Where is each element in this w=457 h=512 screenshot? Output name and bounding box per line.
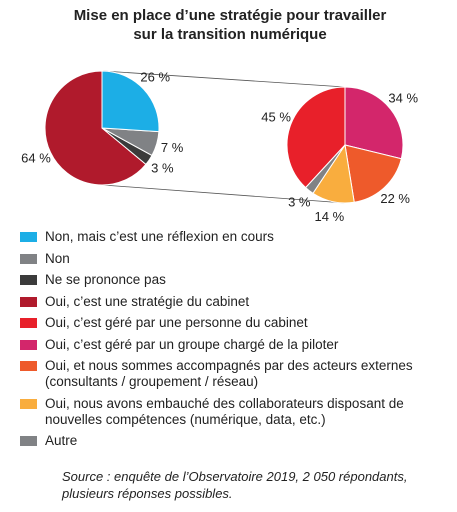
pie-slice [304,144,346,195]
legend-swatch [20,275,37,285]
legend-label: Non [45,250,70,266]
pie-slice [286,86,346,189]
chart: 64 % 3 % 7 % 26 % 45 % 34 % 22 % 14 % 3 % [21,69,418,224]
legend-label: Oui, et nous sommes accompagnés par des … [45,358,413,389]
legend-swatch [20,253,37,264]
value-label: 22 % [380,191,410,206]
legend-swatch [20,296,37,307]
legend-item: Oui, c’est géré par un groupe chargé de … [20,337,440,353]
legend-swatch [20,361,37,371]
value-label: 45 % [261,109,291,124]
value-label: 14 % [315,209,345,224]
value-label: 7 % [161,140,184,155]
legend-swatch [20,436,37,446]
legend-label: Non, mais c’est une réflexion en cours [45,229,274,244]
legend-label: Autre [45,433,78,448]
legend-item: Non [20,251,440,267]
pie-slice [344,86,404,160]
legend-item: Oui, nous avons embauché des collaborate… [20,396,440,428]
legend-item: Oui, et nous sommes accompagnés par des … [20,358,440,390]
legend-item: Autre [20,433,440,449]
legend-item: Oui, c’est géré par une personne du cabi… [20,315,440,331]
legend-item: Ne se prononce pas [20,272,440,288]
legend-item: Oui, c’est une stratégie du cabinet [20,294,440,310]
value-label: 3 % [151,160,174,175]
connector-line [102,184,346,204]
legend-label: Oui, c’est géré par un groupe chargé de … [45,336,339,352]
legend-swatch [20,398,37,409]
legend-swatch [20,318,37,328]
value-label: 34 % [388,91,418,106]
value-label: 3 % [288,195,311,210]
pie-slice [101,70,160,133]
legend-label: Oui, c’est géré par une personne du cabi… [45,315,308,330]
chart-title: Mise en place d’une stratégie pour trava… [73,7,387,43]
value-label: 64 % [21,151,51,166]
legend-label: Ne se prononce pas [45,272,166,287]
source-note: Source : enquête de l’Observatoire 2019,… [62,469,408,501]
connector-line [102,70,346,88]
legend-label: Oui, c’est une stratégie du cabinet [45,293,250,309]
legend-swatch [20,232,37,242]
legend-swatch [20,339,37,350]
legend-item: Non, mais c’est une réflexion en cours [20,229,440,245]
pie-slice [44,70,147,186]
legend: Non, mais c’est une réflexion en cours No… [20,229,440,455]
value-label: 26 % [140,69,170,84]
legend-label: Oui, nous avons embauché des collaborate… [45,395,404,427]
pie-slice [344,144,402,203]
